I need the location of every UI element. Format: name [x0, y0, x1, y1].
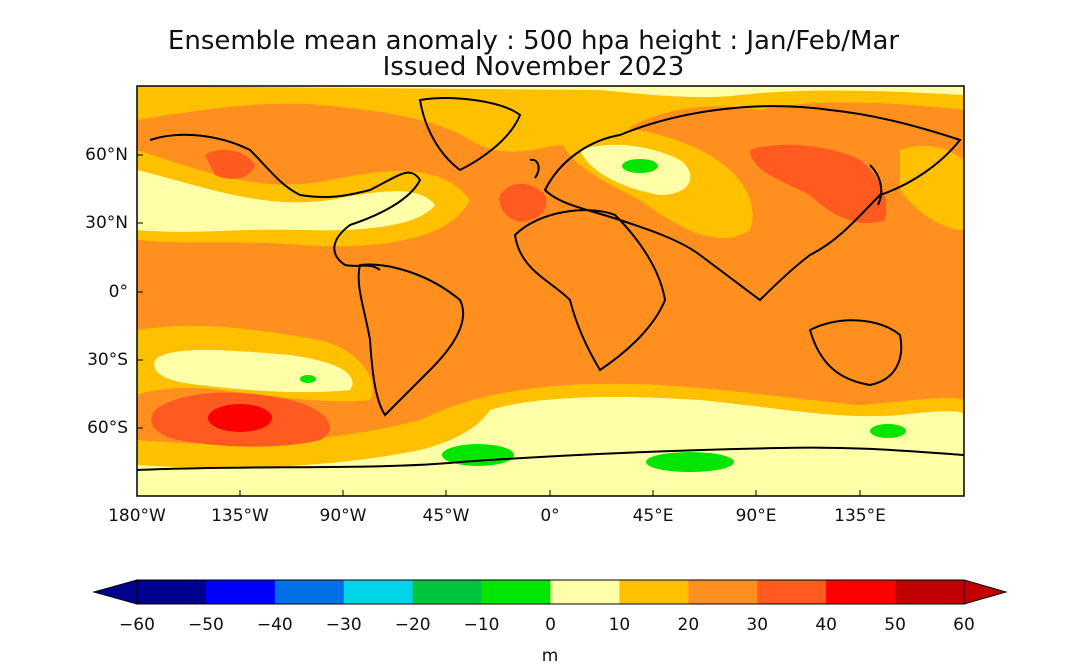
colorbar-cell — [274, 580, 345, 604]
map-title: Ensemble mean anomaly : 500 hpa height :… — [167, 26, 900, 56]
anomaly-contour-0-10 — [137, 170, 435, 232]
y-tick-label: 60°N — [85, 145, 128, 165]
colorbar-tick-label: 50 — [884, 615, 906, 635]
x-tick-label: 90°E — [735, 506, 777, 526]
colorbar-tick-label: −50 — [187, 615, 224, 635]
y-tick-label: 30°N — [85, 213, 128, 233]
colorbar-low-extension — [92, 579, 138, 605]
colorbar-tick-label: −10 — [463, 615, 500, 635]
coastline-antarctica — [137, 446, 964, 471]
coastline-greenland — [418, 97, 522, 172]
colorbar-unit: m — [541, 646, 559, 666]
y-tick-label: 60°S — [87, 418, 128, 438]
colorbar-cell — [137, 580, 207, 604]
colorbar-tick-label: 30 — [746, 615, 769, 635]
colorbar-tick-label: −30 — [325, 615, 362, 635]
colorbar-cell — [550, 580, 620, 604]
colorbar-cell — [619, 580, 689, 604]
coastline-africa — [513, 209, 667, 372]
colorbar-cell — [481, 580, 551, 604]
x-tick-label: 45°W — [422, 506, 470, 526]
colorbar-cell — [205, 580, 276, 604]
coastline-japan — [869, 164, 883, 206]
colorbar — [92, 579, 1008, 605]
anomaly-contour-neg10-0 — [870, 424, 906, 438]
colorbar-tick-label: 10 — [608, 615, 631, 635]
anomaly-contour-10-20 — [137, 86, 964, 152]
x-tick-label: 0° — [540, 506, 560, 526]
anomaly-contour-neg10-0 — [300, 375, 316, 383]
x-tick-label: 135°E — [834, 506, 886, 526]
x-tick-label: 90°W — [319, 506, 367, 526]
colorbar-tick-label: 20 — [677, 615, 700, 635]
colorbar-cell — [412, 580, 483, 604]
colorbar-tick-label: 0 — [545, 615, 556, 635]
colorbar-tick-label: −20 — [394, 615, 431, 635]
y-tick-label: 30°S — [87, 350, 128, 370]
anomaly-contour-30-40 — [499, 183, 547, 222]
axis-ticks — [137, 154, 861, 496]
coastline-eurasia — [543, 105, 962, 302]
x-tick-label: 45°E — [632, 506, 674, 526]
colorbar-cell — [826, 580, 896, 604]
anomaly-contour-30-40 — [205, 149, 255, 179]
x-tick-label: 135°W — [211, 506, 269, 526]
colorbar-tick-label: −40 — [256, 615, 293, 635]
y-tick-label: 0° — [108, 282, 128, 302]
colorbar-high-extension — [963, 579, 1008, 605]
anomaly-contour-30-40 — [750, 144, 887, 224]
coastline-north-america — [149, 133, 422, 271]
coastlines — [137, 97, 964, 471]
anomaly-contour-neg10-0 — [622, 159, 658, 173]
colorbar-frame — [136, 579, 965, 605]
anomaly-contour-10-20 — [900, 145, 964, 230]
colorbar-cell — [688, 580, 758, 604]
coastline-uk — [529, 158, 540, 179]
anomaly-contour-40-50 — [208, 404, 272, 432]
colorbar-tick-label: −60 — [119, 615, 155, 635]
coastline-south-america — [357, 263, 465, 417]
x-tick-label: 180°W — [108, 506, 166, 526]
anomaly-contour-0-10 — [137, 86, 964, 98]
colorbar-tick-label: 60 — [953, 615, 975, 635]
colorbar-cell — [343, 580, 414, 604]
anomaly-field — [137, 86, 964, 496]
anomaly-contour-neg10-0 — [646, 452, 734, 472]
colorbar-cell — [757, 580, 827, 604]
colorbar-tick-label: 40 — [815, 615, 837, 635]
map-subtitle: Issued November 2023 — [382, 52, 685, 82]
colorbar-cell — [895, 580, 965, 604]
anomaly-contour-0-10 — [137, 397, 964, 496]
coastline-australia — [808, 319, 903, 387]
